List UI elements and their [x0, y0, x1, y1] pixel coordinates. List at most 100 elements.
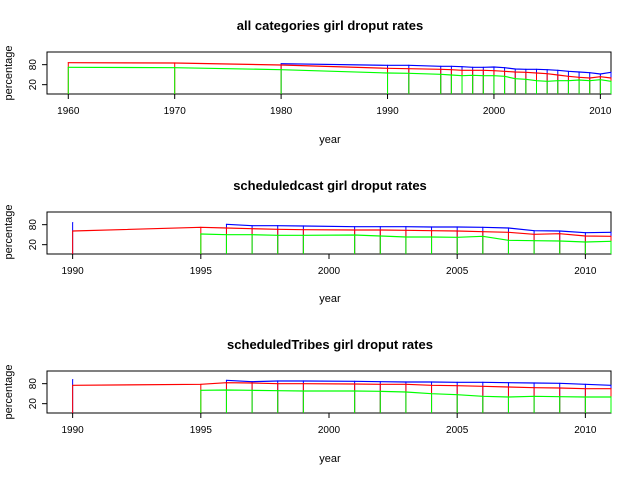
series-1-point-1996 — [450, 65, 452, 67]
series-1-point-2005 — [456, 381, 458, 383]
series-2-point-2001 — [503, 70, 506, 72]
series-3-point-2006 — [557, 80, 559, 82]
series-lines — [72, 222, 612, 243]
series-1-point-1998 — [277, 380, 279, 382]
series-2-point-2004 — [430, 384, 433, 386]
series-1-point-1980 — [280, 63, 282, 65]
series-3-point-1997 — [251, 234, 253, 236]
series-1-point-2010 — [584, 383, 586, 385]
series-2-point-2000 — [493, 70, 495, 72]
series-2-point-2005 — [456, 385, 458, 387]
series-3-point-2005 — [456, 236, 458, 238]
series-1-point-2001 — [354, 226, 356, 228]
series-2-point-2002 — [514, 71, 516, 73]
series-3-point-2011 — [610, 240, 612, 242]
series-2-point-1999 — [302, 383, 304, 385]
series-2-point-2005 — [546, 73, 548, 75]
x-axis-label: year — [319, 293, 341, 305]
series-2-point-2010 — [584, 388, 586, 390]
series-1-point-2009 — [589, 72, 591, 74]
series-3-point-2010 — [599, 79, 601, 81]
series-2-point-1995 — [200, 383, 202, 385]
series-2-point-2004 — [430, 230, 433, 232]
series-1-point-2008 — [533, 382, 535, 384]
series-1-point-1990 — [72, 222, 74, 224]
series-2-point-1990 — [386, 67, 389, 69]
series-2-point-2006 — [482, 385, 484, 387]
series-1-point-2002 — [514, 68, 516, 70]
series-3-point-2002 — [379, 235, 381, 237]
series-3-point-2000 — [493, 75, 495, 77]
series-3-point-1995 — [200, 233, 202, 235]
series-3-point-2002 — [514, 78, 516, 80]
y-tick-label: 20 — [28, 398, 39, 410]
plot-frame — [46, 51, 612, 95]
series-3-point-2007 — [507, 239, 510, 241]
y-axis-label: percentage — [3, 364, 15, 419]
series-1-point-1990 — [72, 379, 74, 381]
series-2-point-2004 — [535, 72, 538, 74]
x-tick-label: 2005 — [446, 266, 469, 277]
series-2-point-2008 — [533, 387, 535, 389]
series-1-point-2002 — [379, 226, 381, 228]
series-1-point-1990 — [386, 64, 389, 66]
series-2-point-1999 — [302, 229, 304, 231]
y-axis-label: percentage — [3, 204, 15, 259]
series-3-point-2006 — [482, 395, 484, 397]
series-2-point-2010 — [584, 235, 586, 237]
x-tick-label: 1995 — [190, 425, 213, 436]
series-2-point-1997 — [251, 228, 253, 230]
series-2-point-2006 — [482, 231, 484, 233]
series-3-line — [200, 389, 611, 398]
plot-frame — [46, 370, 612, 414]
x-tick-label: 2000 — [483, 106, 506, 117]
series-3-point-2003 — [405, 391, 407, 393]
series-3-point-2002 — [379, 390, 381, 392]
series-2-point-1998 — [472, 69, 474, 71]
series-3-point-1995 — [200, 389, 202, 391]
series-1-point-2004 — [430, 381, 433, 383]
x-tick-label: 1990 — [62, 266, 85, 277]
series-2-point-2008 — [533, 233, 535, 235]
x-tick-label: 1990 — [376, 106, 399, 117]
series-2-point-2011 — [610, 235, 612, 237]
series-3-point-1998 — [472, 74, 474, 76]
series-1-point-2010 — [599, 73, 601, 75]
series-3-point-1997 — [251, 389, 253, 391]
series-3-point-2003 — [525, 78, 527, 80]
series-3-point-2009 — [589, 80, 591, 82]
series-3-point-1995 — [440, 73, 442, 75]
series-1-point-1998 — [472, 66, 474, 68]
series-2-point-2007 — [567, 75, 570, 77]
series-3-point-2004 — [430, 393, 433, 395]
series-1-point-2003 — [405, 381, 407, 383]
plot-frame — [46, 211, 612, 255]
series-1-point-1996 — [225, 379, 228, 381]
series-1-point-2006 — [557, 69, 559, 71]
series-2-point-1997 — [461, 69, 463, 71]
series-3-point-1999 — [302, 390, 304, 392]
series-2-point-1998 — [277, 383, 279, 385]
series-2-point-2001 — [354, 229, 356, 231]
series-3-point-1998 — [277, 234, 279, 236]
series-2-point-2009 — [559, 233, 561, 235]
series-3-point-2007 — [567, 80, 570, 82]
series-3-point-2003 — [405, 236, 407, 238]
series-3-point-2010 — [584, 396, 586, 398]
panel-title: scheduledTribes girl droput rates — [227, 337, 433, 352]
series-1-point-1997 — [251, 381, 253, 383]
series-2-point-2001 — [354, 383, 356, 385]
series-3-point-2004 — [535, 80, 538, 82]
series-1-point-2011 — [610, 71, 612, 73]
series-3-point-1992 — [408, 72, 410, 74]
series-1-point-1996 — [225, 223, 228, 225]
y-tick-label: 80 — [28, 59, 39, 71]
series-3-point-1996 — [450, 74, 452, 76]
series-2-point-2009 — [559, 387, 561, 389]
series-1-point-2007 — [507, 227, 510, 229]
